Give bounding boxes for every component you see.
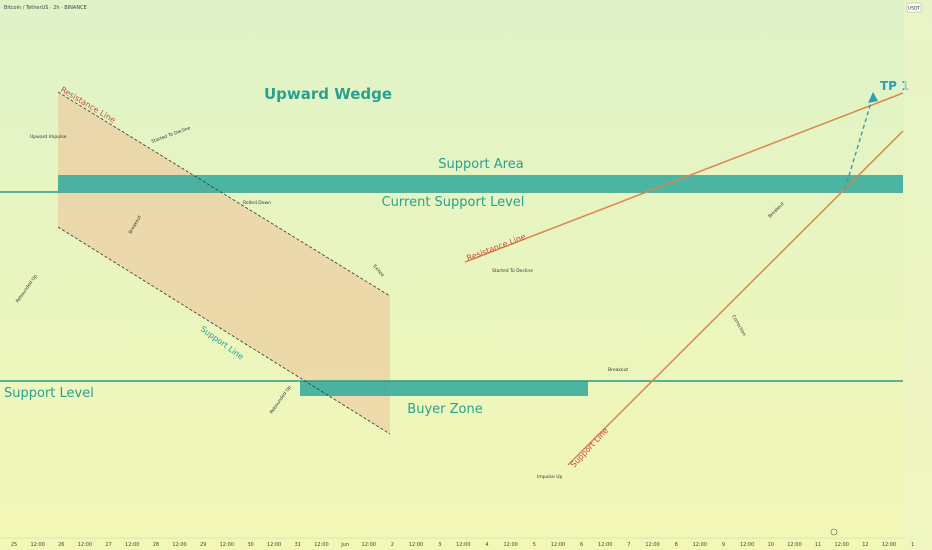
resistance-line-2: [464, 92, 904, 263]
note-rolled-down: Rolled Down: [243, 200, 271, 206]
note-breakout-2: Breakout: [608, 367, 628, 373]
time-tick-label: 8: [675, 542, 678, 548]
currency-box: [906, 2, 922, 13]
time-tick-label: 4: [485, 542, 488, 548]
time-tick-label: 5: [533, 542, 536, 548]
time-tick-label: 12:00: [220, 542, 234, 548]
support-area-label: Support Area: [438, 157, 523, 172]
time-tick-label: 6: [580, 542, 583, 548]
time-tick-label: 12:00: [30, 542, 44, 548]
time-tick-label: 12: [862, 542, 868, 548]
time-tick-label: 3: [438, 542, 441, 548]
time-tick-label: 12:00: [645, 542, 659, 548]
note-upward-impulse: Upward Impulse: [30, 134, 67, 140]
time-tick-label: 12:00: [78, 542, 92, 548]
time-tick-label: 12:00: [740, 542, 754, 548]
time-axis: 25 12:00 26 12:00 27 12:00 28 12:00 29 12:00 30 12:…: [0, 528, 914, 548]
time-tick-label: 12:00: [882, 542, 896, 548]
time-tick-label: 12:00: [172, 542, 186, 548]
time-tick-label: 2: [391, 542, 394, 548]
time-tick-label: 12:00: [456, 542, 470, 548]
time-tick-label: 12:00: [835, 542, 849, 548]
time-tick-label: 12:00: [267, 542, 281, 548]
symbol-header: Bitcoin / TetherUS · 2h · BINANCE: [4, 5, 87, 11]
time-tick-label: 12:00: [598, 542, 612, 548]
current-support-label: Current Support Level: [382, 195, 525, 210]
time-tick-label: 12:00: [787, 542, 801, 548]
time-tick-label: 12:00: [693, 542, 707, 548]
time-tick-label: 30: [247, 542, 253, 548]
time-tick-label: 31: [295, 542, 301, 548]
time-tick-label: 11: [815, 542, 821, 548]
time-tick-label: 10: [768, 542, 774, 548]
time-tick-label: 25: [11, 542, 17, 548]
price-axis-panel: [904, 0, 932, 550]
buyer-zone: [300, 381, 588, 396]
tp1-label: TP 1: [880, 79, 910, 93]
time-tick-label: 28: [153, 542, 159, 548]
buyer-zone-label: Buyer Zone: [407, 402, 482, 417]
price-axis: USDT 114,400.00114,000.00113,600.00113,2…: [904, 0, 932, 550]
time-tick-label: 27: [105, 542, 111, 548]
time-tick-label: 12:00: [503, 542, 517, 548]
time-tick-label: 1: [911, 542, 914, 548]
note-started-to-decline-2: Started To Decline: [492, 268, 533, 274]
time-tick-label: 12:00: [551, 542, 565, 548]
time-tick-label: 29: [200, 542, 206, 548]
chart-title: Upward Wedge: [264, 85, 392, 103]
time-tick-label: 7: [627, 542, 630, 548]
time-tick-label: 26: [58, 542, 64, 548]
time-tick-label: 12:00: [314, 542, 328, 548]
projection-path: [844, 95, 874, 190]
time-tick-label: 12:00: [362, 542, 376, 548]
projection-arrowhead: [868, 92, 878, 103]
support-line-1: [57, 226, 391, 435]
support-area-zone: [58, 175, 903, 191]
time-tick-label: 12:00: [409, 542, 423, 548]
goto-realtime-icon[interactable]: [830, 528, 838, 536]
support-line-2: [567, 130, 904, 466]
support-level-label: Support Level: [4, 386, 94, 401]
time-tick-label: 12:00: [125, 542, 139, 548]
time-tick-label: Jun: [340, 542, 349, 548]
note-impulse-up: Impulse Up: [537, 474, 563, 480]
currency-label: USDT: [908, 6, 921, 12]
time-tick-label: 9: [722, 542, 725, 548]
